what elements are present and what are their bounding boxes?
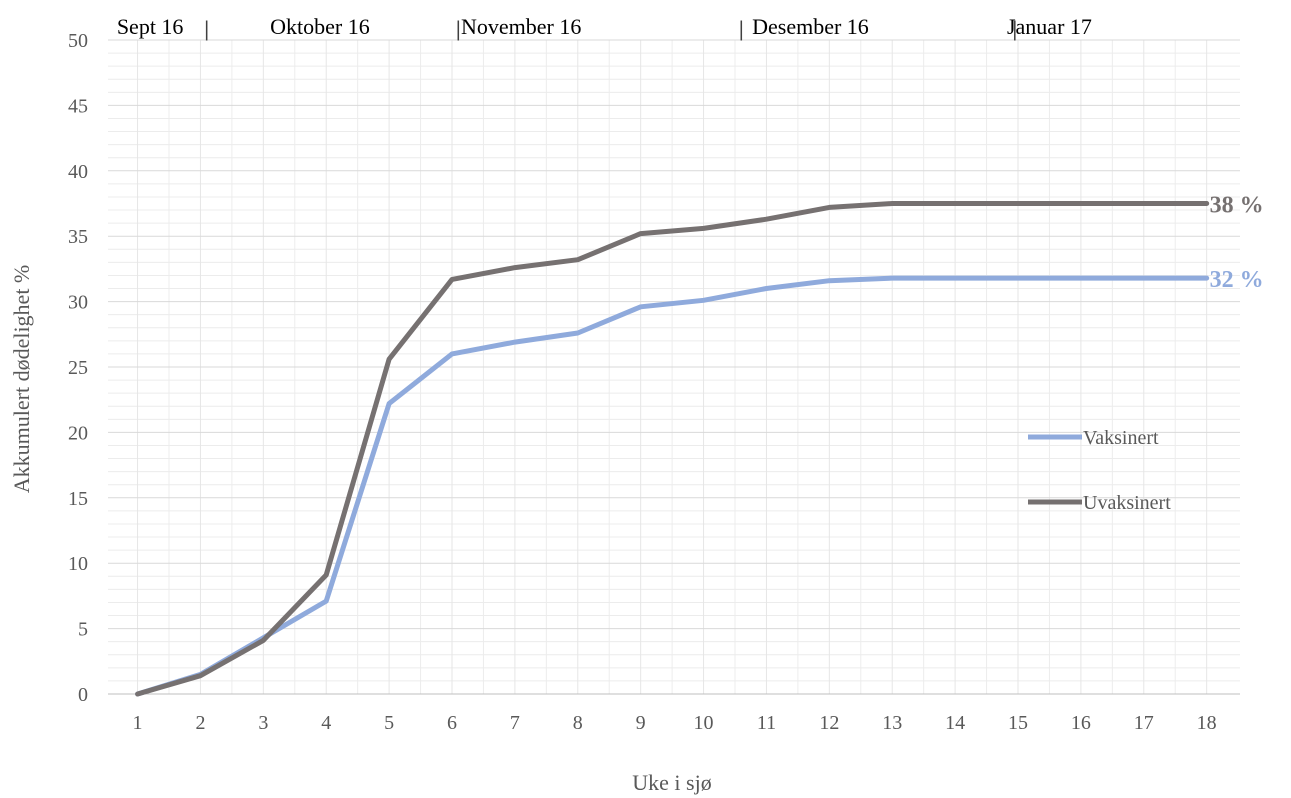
- x-axis-title: Uke i sjø: [632, 770, 711, 795]
- period-label: Oktober 16: [270, 14, 370, 39]
- series-end-labels: 32 % 38 %: [1210, 193, 1264, 294]
- legend: Vaksinert Uvaksinert: [1028, 427, 1171, 514]
- x-tick-label: 11: [757, 712, 776, 734]
- y-tick-label: 25: [68, 357, 88, 379]
- x-tick-label: 17: [1134, 712, 1154, 734]
- series-lines: [135, 201, 1210, 697]
- series-line-vaksinert: [135, 275, 1210, 697]
- x-tick-label: 1: [133, 712, 143, 734]
- period-label: Januar 17: [1007, 14, 1092, 39]
- y-tick-label: 15: [68, 488, 88, 510]
- y-tick-label: 10: [68, 553, 88, 575]
- x-tick-label: 13: [882, 712, 902, 734]
- period-label: Desember 16: [752, 14, 869, 39]
- x-tick-label: 15: [1008, 712, 1028, 734]
- x-tick-label: 14: [945, 712, 965, 734]
- x-tick-label: 7: [510, 712, 520, 734]
- x-axis-tick-labels: 1 2 3 4 5 6 7 8 9 10 11 12 13 14 15 16 17 18: [133, 712, 1217, 734]
- x-tick-label: 16: [1071, 712, 1091, 734]
- period-separator: |: [1012, 16, 1017, 41]
- y-tick-label: 0: [78, 684, 88, 706]
- period-separator: |: [739, 16, 744, 41]
- y-axis-title: Akkumulert dødelighet %: [9, 265, 34, 494]
- x-tick-label: 4: [321, 712, 331, 734]
- x-tick-label: 9: [636, 712, 646, 734]
- y-tick-label: 45: [68, 95, 88, 117]
- legend-label: Uvaksinert: [1083, 492, 1171, 514]
- period-label: November 16: [461, 14, 581, 39]
- major-gridlines: [108, 39, 1240, 695]
- x-tick-label: 18: [1197, 712, 1217, 734]
- series-line-uvaksinert: [135, 201, 1210, 697]
- legend-label: Vaksinert: [1083, 427, 1159, 449]
- y-tick-label: 40: [68, 161, 88, 183]
- x-tick-label: 3: [258, 712, 268, 734]
- x-tick-label: 6: [447, 712, 457, 734]
- y-axis-tick-labels: 0 5 10 15 20 25 30 35 40 45 50: [68, 30, 88, 706]
- y-tick-label: 5: [78, 619, 88, 641]
- period-separator: |: [204, 16, 209, 41]
- y-tick-label: 30: [68, 292, 88, 314]
- end-label-vaksinert: 32 %: [1210, 267, 1264, 293]
- x-tick-label: 2: [195, 712, 205, 734]
- y-tick-label: 35: [68, 226, 88, 248]
- x-tick-label: 8: [573, 712, 583, 734]
- x-tick-label: 10: [694, 712, 714, 734]
- y-tick-label: 20: [68, 422, 88, 444]
- end-label-uvaksinert: 38 %: [1210, 193, 1264, 219]
- period-separator: |: [456, 16, 461, 41]
- period-label: Sept 16: [117, 14, 184, 39]
- y-tick-label: 50: [68, 30, 88, 52]
- x-tick-label: 12: [819, 712, 839, 734]
- x-tick-label: 5: [384, 712, 394, 734]
- period-labels: Sept 16 Oktober 16 November 16 Desember 16 J…: [117, 14, 1092, 41]
